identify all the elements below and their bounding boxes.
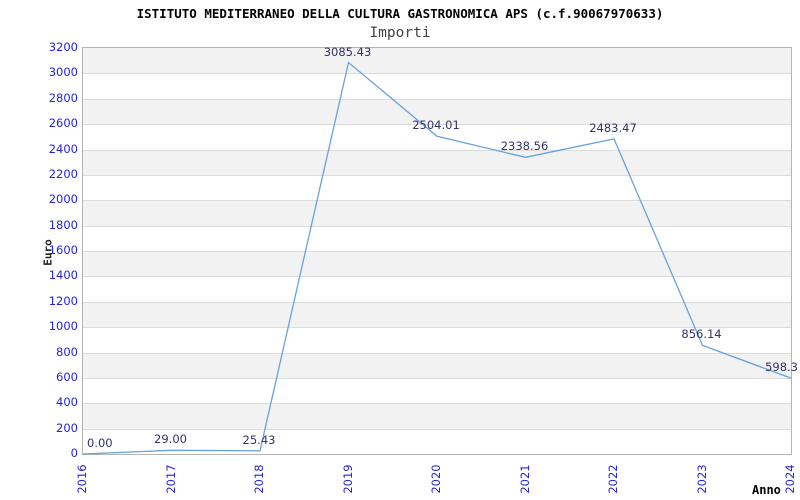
gridline (83, 98, 791, 100)
x-tick-label: 2021 (517, 464, 532, 494)
gridline (83, 327, 791, 329)
x-tick-label: 2020 (429, 464, 443, 494)
gridline (83, 73, 791, 75)
gridline (83, 352, 791, 354)
data-label: 856.14 (681, 327, 722, 342)
x-tick-label: 2022 (606, 464, 620, 494)
y-tick-label: 1800 (48, 217, 78, 232)
gridline (83, 174, 791, 176)
data-label: 25.43 (242, 432, 276, 447)
data-label: 0.00 (87, 436, 113, 450)
x-tick-label: 2016 (75, 464, 89, 494)
y-tick-label: 200 (56, 420, 78, 435)
y-tick-label: 1400 (48, 268, 78, 283)
y-tick-label: 1200 (48, 293, 78, 308)
data-label: 2483.47 (589, 120, 637, 135)
y-tick-label: 1600 (48, 243, 78, 257)
data-label: 3085.43 (323, 44, 372, 59)
gridline (83, 428, 791, 430)
y-tick-label: 3200 (48, 40, 78, 54)
gridline (83, 276, 791, 278)
background-band (83, 352, 791, 378)
background-band (83, 200, 791, 226)
gridline (83, 124, 791, 126)
data-label: 598.3 (765, 360, 798, 375)
background-band (83, 403, 791, 429)
gridline (83, 149, 791, 151)
background-band (83, 149, 791, 175)
gridline (83, 403, 791, 405)
gridline (83, 251, 791, 252)
y-tick-label: 400 (56, 395, 78, 410)
y-tick-label: 2800 (48, 90, 78, 105)
x-tick-label: 2023 (694, 464, 709, 494)
x-tick-label: 2024 (783, 464, 797, 494)
data-label: 2338.56 (500, 139, 549, 154)
background-band (83, 48, 791, 74)
background-band (83, 251, 791, 277)
y-tick-label: 2000 (48, 192, 78, 207)
x-tick-label: 2019 (340, 464, 355, 494)
data-label: 29.00 (154, 432, 187, 447)
y-tick-label: 800 (56, 344, 78, 359)
gridline (83, 377, 791, 379)
y-tick-label: 2400 (48, 141, 78, 156)
chart-subtitle: Importi (369, 25, 431, 41)
x-tick-label: 2018 (252, 464, 266, 494)
line-series-svg (82, 61, 792, 455)
chart-title: ISTITUTO MEDITERRANEO DELLA CULTURA GAST… (136, 6, 664, 21)
line-series (82, 61, 792, 455)
y-tick-label: 0 (70, 446, 78, 460)
y-tick-label: 2200 (48, 166, 78, 181)
gridline (83, 301, 791, 303)
background-band (83, 98, 791, 125)
y-axis-title: Euro (41, 239, 55, 266)
y-tick-label: 600 (56, 369, 78, 384)
x-axis-title: Anno (752, 483, 781, 497)
y-tick-label: 2600 (48, 116, 78, 131)
y-tick-label: 3000 (48, 65, 78, 80)
gridline (83, 200, 791, 202)
x-tick-label: 2017 (163, 464, 178, 494)
y-tick-label: 1000 (48, 319, 78, 334)
plot-area (82, 47, 792, 455)
background-band (83, 301, 791, 328)
gridline (83, 225, 791, 227)
data-label: 2504.01 (412, 118, 460, 133)
